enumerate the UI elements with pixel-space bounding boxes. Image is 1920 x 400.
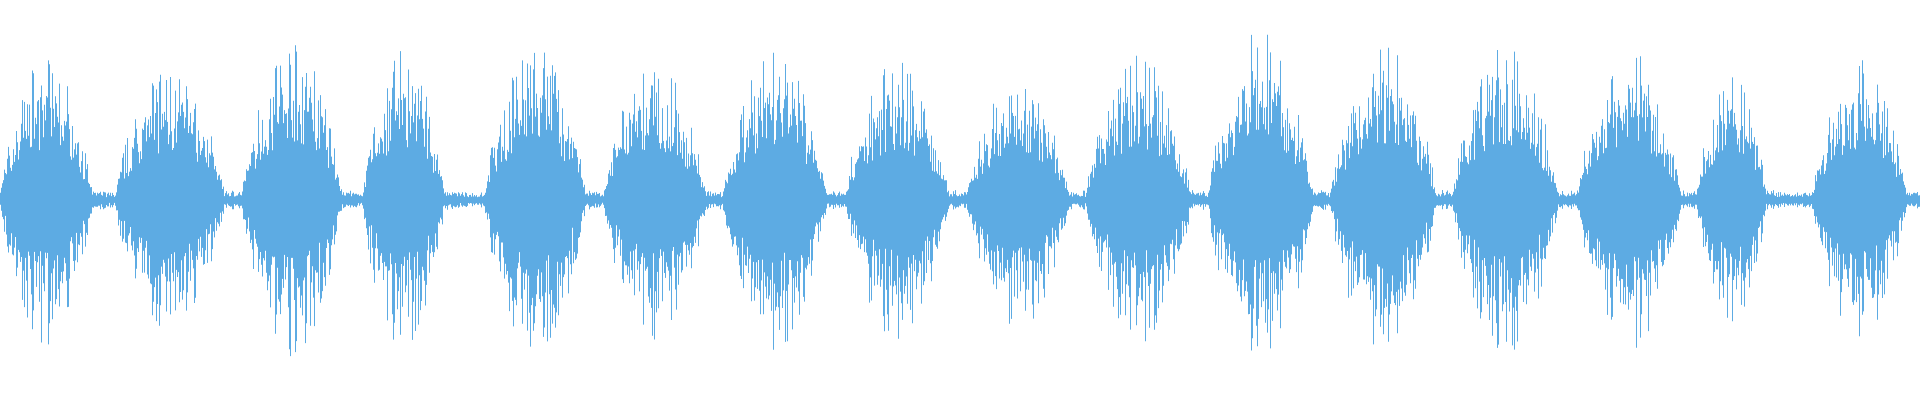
waveform-bars xyxy=(0,34,1920,357)
